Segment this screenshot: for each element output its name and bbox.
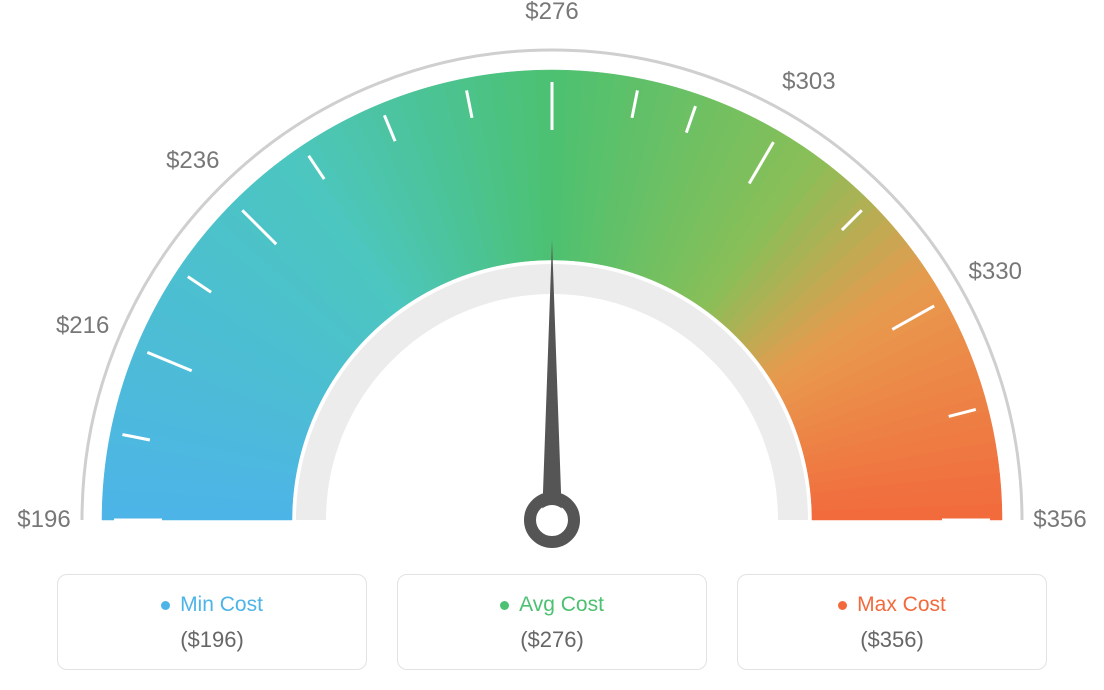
gauge-tick-label: $330	[969, 258, 1022, 286]
legend-min-title: Min Cost	[161, 593, 263, 617]
legend-max-title: Max Cost	[838, 593, 946, 617]
legend-max-dot	[838, 601, 847, 610]
gauge-tick-label: $303	[782, 68, 835, 96]
legend-avg-value: ($276)	[408, 627, 696, 653]
legend-avg-dot	[500, 601, 509, 610]
gauge-tick-label: $216	[56, 312, 109, 340]
gauge-svg	[0, 20, 1104, 580]
legend-max-label: Max Cost	[857, 593, 946, 617]
legend-row: Min Cost ($196) Avg Cost ($276) Max Cost…	[0, 574, 1104, 670]
gauge-tick-label: $196	[17, 506, 70, 534]
legend-avg-title: Avg Cost	[500, 593, 604, 617]
legend-min: Min Cost ($196)	[57, 574, 367, 670]
legend-avg: Avg Cost ($276)	[397, 574, 707, 670]
legend-min-dot	[161, 601, 170, 610]
legend-min-label: Min Cost	[180, 593, 263, 617]
gauge-tick-label: $276	[525, 0, 578, 26]
gauge-tick-label: $356	[1033, 506, 1086, 534]
legend-avg-label: Avg Cost	[519, 593, 604, 617]
gauge-chart: $196 $216 $236 $276 $303 $330 $356	[0, 0, 1104, 560]
gauge-tick-label: $236	[166, 147, 219, 175]
legend-min-value: ($196)	[68, 627, 356, 653]
legend-max-value: ($356)	[748, 627, 1036, 653]
legend-max: Max Cost ($356)	[737, 574, 1047, 670]
